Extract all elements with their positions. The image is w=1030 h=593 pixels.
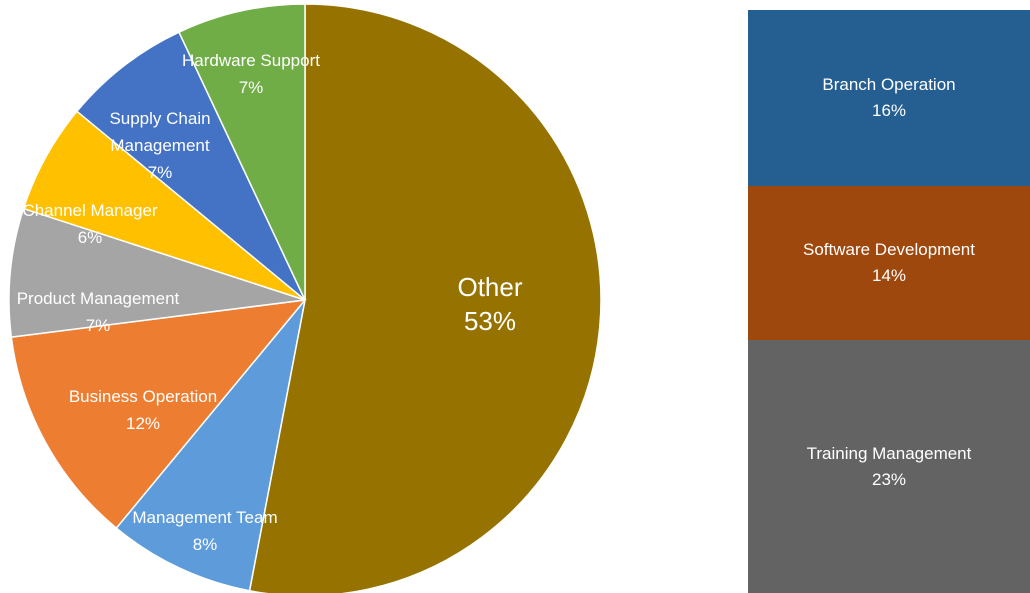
pie-label-hardware-support: Hardware Support 7%	[182, 51, 320, 97]
bar-segment-training-management: Training Management 23%	[748, 340, 1030, 593]
pie-slice-other	[248, 3, 602, 593]
pie-label-supply-chain-management: Supply Chain Management 7%	[109, 109, 210, 182]
bar-segment-branch-operation: Branch Operation 16%	[748, 10, 1030, 186]
bar-segment-value: 16%	[871, 101, 907, 120]
pie-slice-product-management	[8, 207, 306, 338]
pie-label-other: Other 53%	[457, 272, 522, 336]
pie-label-channel-manager: Channel Manager 6%	[22, 201, 157, 247]
pie-label-management-team: Management Team 8%	[132, 508, 277, 554]
pie-label-product-management: Product Management 7%	[17, 289, 180, 335]
bar-segment-label: Branch Operation	[822, 75, 956, 94]
bar-segment-software-development: Software Development 14%	[748, 186, 1030, 340]
bar-segment-label: Training Management	[806, 443, 972, 463]
breakdown-bar: Branch Operation 16% Software Developmen…	[748, 10, 1030, 593]
pie-slice-hardware-support	[177, 3, 306, 301]
bar-segment-value: 23%	[871, 469, 907, 489]
pie-chart: Other 53% Management Team 8% Business Operat…	[8, 3, 602, 593]
pie-slice-supply-chain-management	[75, 31, 306, 301]
pie-slice-business-operation	[10, 299, 307, 530]
pie-slice-management-team	[115, 299, 306, 592]
bar-segment-value: 14%	[871, 266, 907, 285]
pie-label-business-operation: Business Operation 12%	[69, 387, 217, 433]
bar-segment-label: Software Development	[803, 240, 975, 259]
